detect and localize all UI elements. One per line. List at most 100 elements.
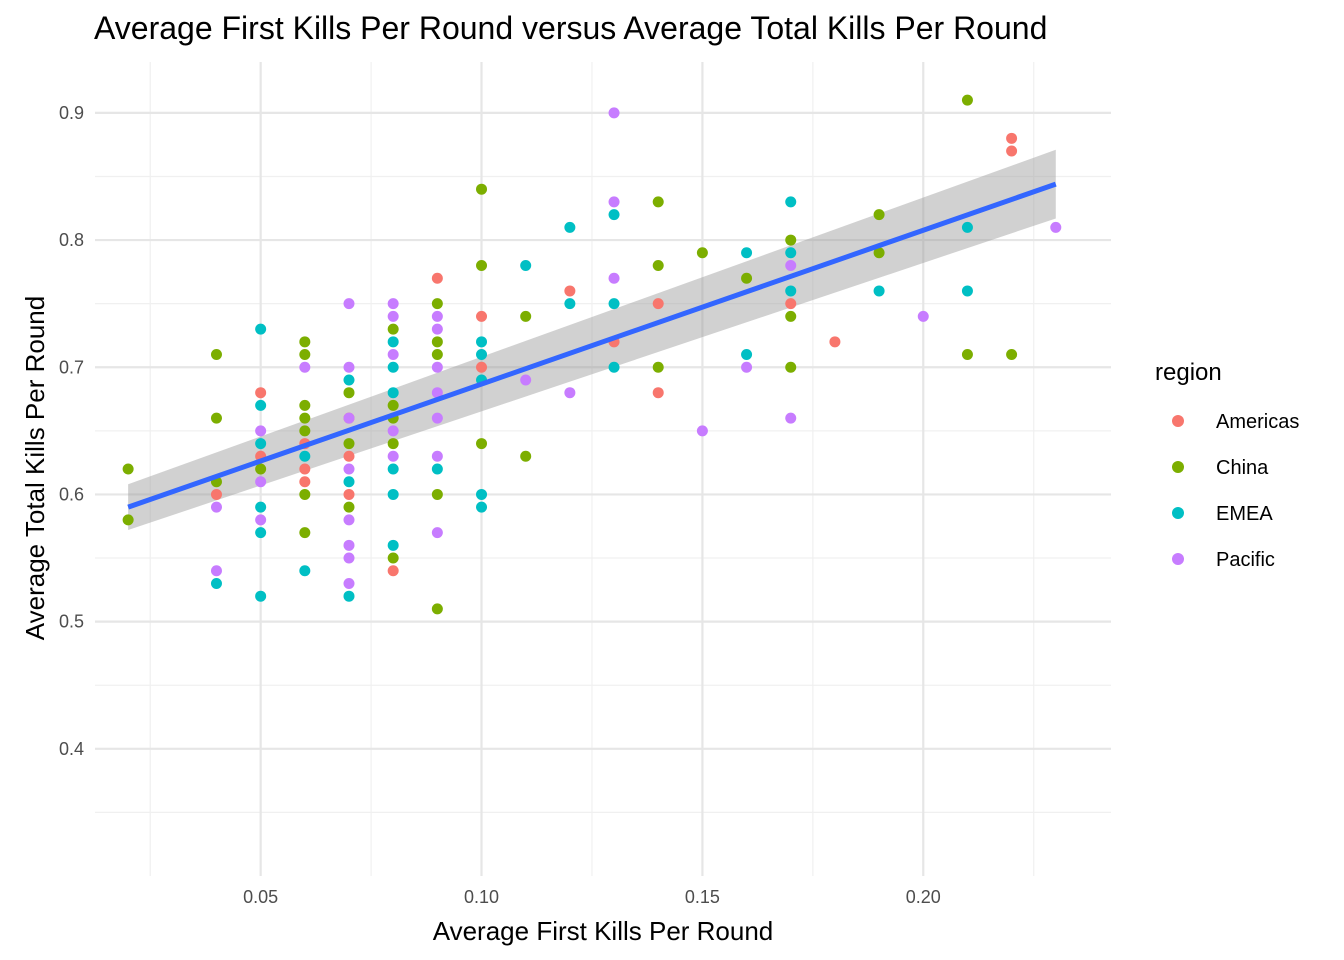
data-point — [210, 488, 222, 500]
data-point — [343, 298, 355, 310]
data-point — [696, 425, 708, 437]
data-point — [387, 539, 399, 551]
data-point — [343, 374, 355, 386]
data-point — [476, 438, 488, 450]
data-point — [476, 336, 488, 348]
grid — [95, 62, 1111, 876]
data-point — [122, 514, 134, 526]
data-point — [476, 349, 488, 361]
data-point — [608, 209, 620, 221]
x-tick-label: 0.20 — [906, 887, 941, 907]
data-point — [387, 323, 399, 335]
data-point — [299, 336, 311, 348]
data-point — [608, 196, 620, 208]
data-point — [961, 349, 973, 361]
data-point — [431, 488, 443, 500]
data-point — [387, 450, 399, 462]
data-point — [652, 387, 664, 399]
data-point — [343, 438, 355, 450]
data-point — [299, 412, 311, 424]
legend-label: Americas — [1216, 411, 1299, 433]
data-point — [431, 361, 443, 373]
data-point — [696, 247, 708, 259]
series-americas — [210, 132, 1018, 577]
y-axis-title: Average Total Kills Per Round — [20, 296, 50, 640]
data-point — [343, 488, 355, 500]
data-point — [431, 272, 443, 284]
data-point — [476, 183, 488, 195]
data-point — [255, 399, 267, 411]
data-point — [255, 590, 267, 602]
data-point — [829, 336, 841, 348]
data-point — [343, 577, 355, 589]
data-point — [564, 285, 576, 297]
data-point — [299, 488, 311, 500]
data-point — [343, 412, 355, 424]
legend-label: Pacific — [1216, 549, 1275, 571]
x-tick-label: 0.10 — [464, 887, 499, 907]
data-point — [785, 196, 797, 208]
data-point — [608, 361, 620, 373]
data-point — [476, 488, 488, 500]
data-point — [255, 501, 267, 513]
y-tick-label: 0.7 — [59, 357, 84, 377]
legend-key-pacific — [1172, 553, 1184, 565]
data-point — [1050, 221, 1062, 233]
data-point — [961, 285, 973, 297]
data-point — [431, 349, 443, 361]
data-point — [343, 590, 355, 602]
data-point — [343, 552, 355, 564]
data-point — [476, 501, 488, 513]
data-point — [917, 310, 929, 322]
data-point — [1006, 349, 1018, 361]
data-point — [785, 234, 797, 246]
data-point — [210, 349, 222, 361]
data-point — [476, 310, 488, 322]
data-point — [520, 374, 532, 386]
data-point — [431, 298, 443, 310]
data-point — [652, 361, 664, 373]
x-tick-label: 0.05 — [243, 887, 278, 907]
confidence-band — [128, 149, 1056, 531]
data-point — [387, 488, 399, 500]
data-point — [122, 463, 134, 475]
y-tick-label: 0.5 — [59, 612, 84, 632]
data-point — [652, 196, 664, 208]
data-point — [299, 527, 311, 539]
x-axis-title: Average First Kills Per Round — [433, 916, 774, 946]
y-tick-label: 0.6 — [59, 484, 84, 504]
data-point — [785, 412, 797, 424]
data-point — [520, 260, 532, 271]
data-point — [431, 336, 443, 348]
data-point — [299, 450, 311, 462]
data-point — [343, 501, 355, 513]
data-point — [431, 323, 443, 335]
data-point — [210, 577, 222, 589]
data-point — [387, 438, 399, 450]
chart-title: Average First Kills Per Round versus Ave… — [94, 10, 1047, 46]
legend-label: China — [1216, 457, 1269, 479]
data-point — [343, 387, 355, 399]
data-point — [873, 285, 885, 297]
data-point — [255, 438, 267, 450]
data-point — [785, 361, 797, 373]
data-point — [564, 387, 576, 399]
data-point — [520, 310, 532, 322]
data-point — [343, 450, 355, 462]
data-point — [299, 361, 311, 373]
data-point — [343, 476, 355, 488]
data-point — [255, 323, 267, 335]
data-point — [255, 463, 267, 475]
data-point — [299, 425, 311, 437]
legend-key-emea — [1172, 507, 1184, 519]
data-point — [431, 310, 443, 322]
trend-line-group — [127, 181, 1057, 510]
data-point — [255, 527, 267, 539]
data-point — [387, 336, 399, 348]
data-point — [785, 247, 797, 259]
data-point — [387, 425, 399, 437]
trend-line — [127, 181, 1057, 510]
data-point — [608, 298, 620, 310]
data-point — [431, 527, 443, 539]
data-point — [255, 425, 267, 437]
